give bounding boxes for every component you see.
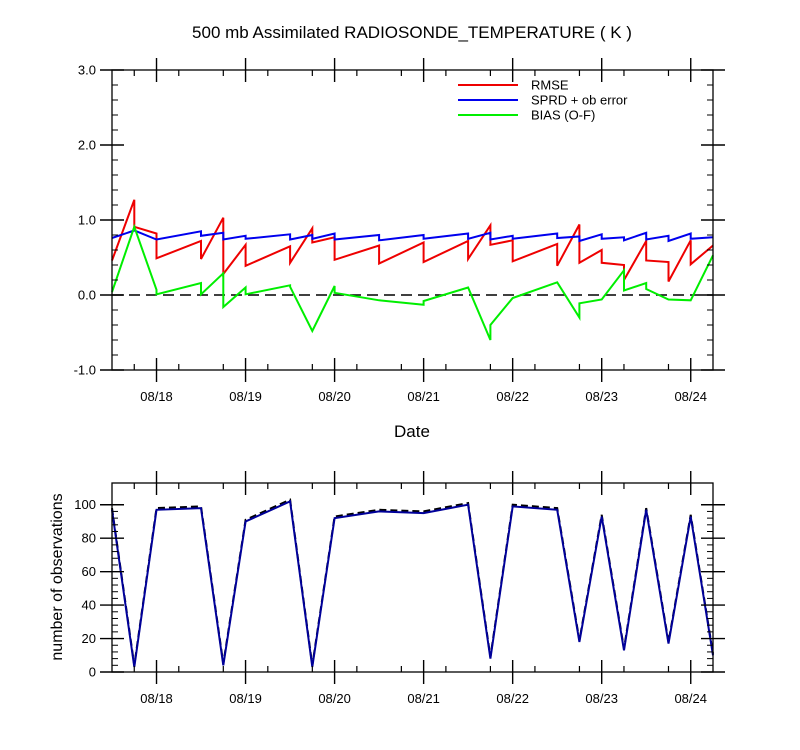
top-x-tick-label: 08/19 [229, 389, 262, 404]
top-x-tick-label: 08/22 [496, 389, 529, 404]
bottom-y-tick-label: 40 [82, 598, 96, 613]
top-x-tick-label: 08/20 [318, 389, 351, 404]
bottom-x-tick-label: 08/18 [140, 691, 173, 706]
bottom-x-tick-label: 08/24 [674, 691, 707, 706]
top-axes: 08/18 08/19 08/20 08/21 08/22 08/23 08/24 -1.0 0… [74, 58, 725, 404]
top-x-tick-label: 08/23 [585, 389, 618, 404]
top-y-tick-label: 1.0 [78, 213, 96, 228]
bottom-x-tick-label: 08/23 [585, 691, 618, 706]
chart-title: 500 mb Assimilated RADIOSONDE_TEMPERATUR… [192, 23, 632, 42]
top-y-tick-label: 3.0 [78, 63, 96, 78]
observation-count-chart: 08/18 08/19 08/20 08/21 08/22 08/23 08/24 0 20 40… [49, 471, 725, 706]
top-x-tick-label: 08/24 [674, 389, 707, 404]
series-line-sprd-ob-error [111, 229, 714, 243]
top-y-tick-label: 2.0 [78, 138, 96, 153]
series-line-bias-o-f [111, 223, 714, 341]
bottom-x-tick-label: 08/20 [318, 691, 351, 706]
bottom-y-tick-label: 0 [89, 665, 96, 680]
legend-label: SPRD + ob error [531, 93, 628, 108]
bottom-y-tick-label: 20 [82, 631, 96, 646]
top-y-tick-label: 0.0 [78, 288, 96, 303]
bottom-plot-area [111, 498, 714, 668]
bottom-axes: 08/18 08/19 08/20 08/21 08/22 08/23 08/24 0 20 40… [74, 471, 725, 706]
assimilated-observations-line [111, 499, 714, 668]
top-y-tick-label: -1.0 [74, 363, 96, 378]
top-x-tick-label: 08/21 [407, 389, 440, 404]
bottom-x-tick-label: 08/22 [496, 691, 529, 706]
top-plot-area [111, 199, 714, 341]
bottom-y-axis-label: number of observations [49, 493, 66, 660]
top-x-axis-label: Date [394, 422, 430, 441]
bottom-y-tick-label: 100 [74, 497, 96, 512]
series-line-rmse [111, 199, 714, 284]
top-x-tick-label: 08/18 [140, 389, 173, 404]
bottom-x-tick-label: 08/19 [229, 691, 262, 706]
legend-label: BIAS (O-F) [531, 108, 595, 123]
legend-label: RMSE [531, 78, 569, 93]
bottom-x-tick-label: 08/21 [407, 691, 440, 706]
bottom-frame [111, 482, 714, 673]
bottom-y-tick-label: 80 [82, 531, 96, 546]
bottom-y-tick-label: 60 [82, 564, 96, 579]
